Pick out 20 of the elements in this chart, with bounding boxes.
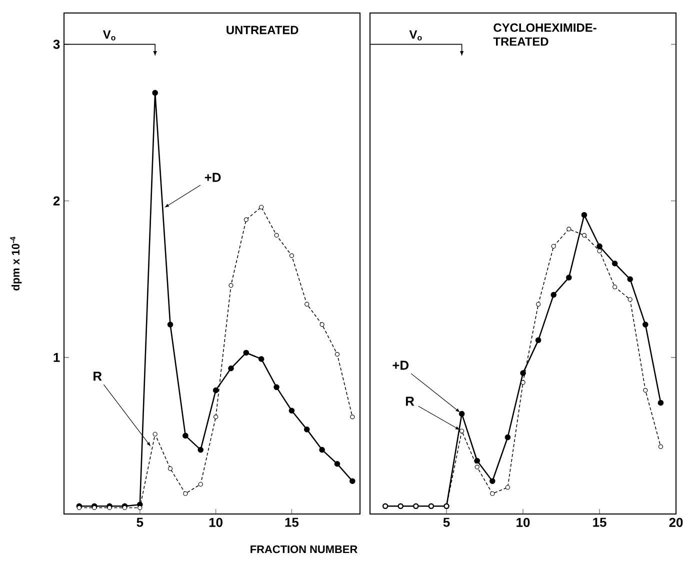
x-tick-label: 10 xyxy=(209,518,222,528)
text: CYCLOHEXIMIDE-TREATED xyxy=(493,23,596,46)
x-tick-label: 10 xyxy=(516,518,530,528)
annotation: V$_{o}$ xyxy=(409,30,422,40)
text: UNTREATED xyxy=(226,26,298,34)
annotation: R xyxy=(406,396,414,406)
y-tick-label: 1 xyxy=(54,352,60,362)
x-tick-label: 20 xyxy=(669,518,683,528)
annotation: +D xyxy=(392,360,409,370)
x-tick-label: 15 xyxy=(285,518,299,527)
x-tick-label: 5 xyxy=(443,518,450,527)
x-tick-label: 15 xyxy=(593,518,606,527)
y-tick-label: 3 xyxy=(53,40,60,49)
annotation: +D xyxy=(204,172,221,182)
annotation: R xyxy=(94,372,102,381)
x-axis-title: FRACTION NUMBER xyxy=(250,545,358,554)
x-tick-label: 5 xyxy=(136,518,144,527)
annotation: V$_{o}$ xyxy=(102,30,116,40)
y-tick-label: 2 xyxy=(53,196,60,206)
y-axis-title: dpm x 10$^{-4}$ xyxy=(10,236,22,290)
